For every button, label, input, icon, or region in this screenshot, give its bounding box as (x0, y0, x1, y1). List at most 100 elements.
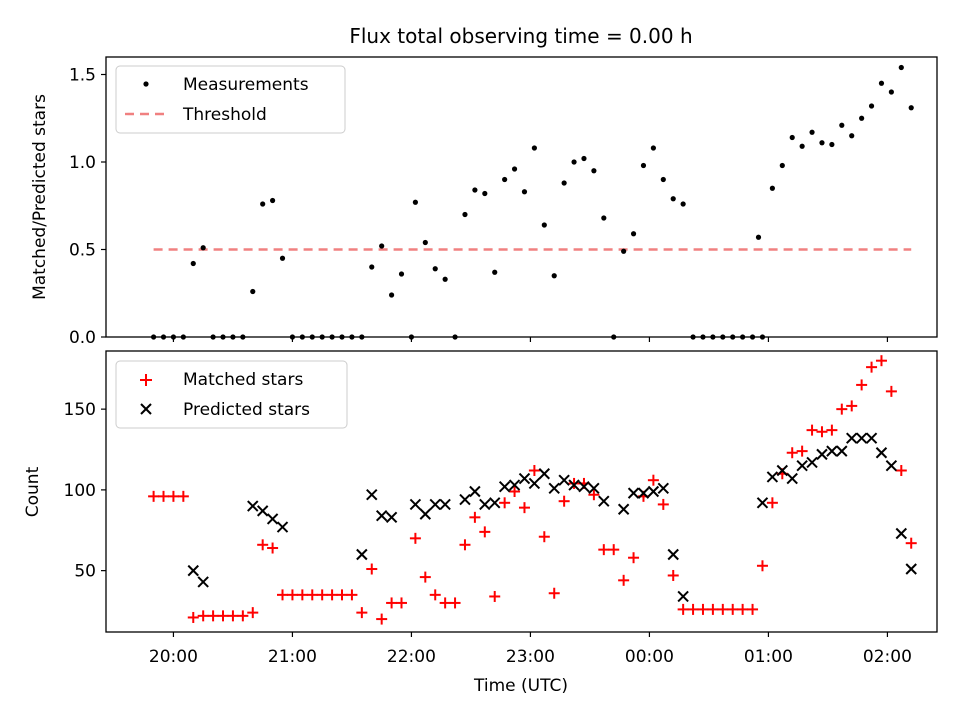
x-tick-label: 00:00 (625, 647, 674, 667)
predicted-star-point (356, 548, 368, 561)
bottom-legend-box (115, 360, 348, 429)
matched-star-point (499, 497, 511, 509)
matched-star-point (336, 589, 348, 601)
predicted-star-point (568, 479, 580, 491)
matched-star-point (326, 589, 338, 601)
measurement-point (670, 196, 676, 202)
predicted-star-point (865, 432, 878, 444)
predicted-star-point (528, 477, 541, 490)
matched-star-point (737, 603, 749, 615)
x-tick-label: 22:00 (387, 647, 436, 667)
predicted-star-point (489, 497, 501, 509)
matched-star-point (885, 385, 897, 397)
x-tick-label: 20:00 (149, 647, 198, 667)
matched-star-point (747, 603, 759, 615)
matched-star-point (217, 610, 229, 622)
matched-star-point (677, 603, 689, 615)
measurement-point (482, 190, 488, 197)
measurement-point (650, 145, 656, 151)
matched-star-point (796, 445, 808, 457)
matched-star-point (548, 587, 560, 599)
chart-title: Flux total observing time = 0.00 h (349, 24, 692, 48)
matched-star-point (558, 495, 570, 507)
matched-star-point (419, 571, 431, 583)
matched-star-point (905, 537, 917, 549)
predicted-star-point (667, 548, 679, 561)
predicted-star-point (479, 498, 491, 511)
measurement-point (190, 260, 196, 267)
predicted-star-point (826, 445, 838, 457)
matched-star-point (316, 589, 328, 601)
bottom-y-ticks: 50 100 150 (64, 400, 106, 582)
matched-star-point (167, 490, 179, 502)
top-y-tick-label: 1.5 (69, 66, 96, 86)
predicted-star-point (409, 498, 422, 511)
measurement-point (531, 145, 537, 151)
matched-star-point (667, 569, 679, 581)
measurement-point (551, 273, 557, 279)
matched-star-point (187, 611, 199, 623)
predicted-star-point (187, 564, 199, 577)
bottom-y-tick-label: 50 (74, 562, 96, 582)
predicted-star-point (578, 480, 590, 493)
predicted-star-point (598, 495, 610, 507)
matched-star-point (509, 486, 521, 497)
measurement-point (660, 176, 666, 183)
measurement-point (412, 199, 418, 205)
predicted-star-point (677, 590, 689, 603)
matched-star-point (707, 603, 719, 615)
matched-star-point (618, 574, 630, 586)
matched-star-point (449, 597, 461, 609)
matched-star-point (588, 489, 600, 501)
predicted-star-point (375, 510, 388, 522)
predicted-star-point (786, 472, 798, 485)
measurement-point (755, 234, 762, 240)
x-tick-label: 21:00 (268, 647, 317, 667)
predicted-star-point (508, 479, 521, 491)
predicted-star-point (627, 487, 640, 499)
predicted-star-point (776, 464, 789, 477)
predicted-star-point (538, 468, 551, 480)
predicted-star-point (796, 459, 808, 472)
matched-star-point (756, 560, 768, 572)
matched-star-point (766, 497, 778, 509)
measurement-point (388, 292, 395, 298)
measurement-point (571, 159, 577, 165)
measurement-point (898, 64, 904, 71)
legend-predicted-label: Predicted stars (183, 400, 310, 420)
legend-threshold-label: Threshold (182, 105, 267, 125)
bottom-y-tick-label: 100 (64, 481, 96, 501)
measurement-point (839, 122, 845, 128)
predicted-star-points (187, 432, 917, 603)
matched-star-point (158, 490, 170, 502)
predicted-star-point (637, 487, 650, 499)
predicted-star-point (756, 497, 769, 509)
bottom-legend: Matched stars Predicted stars (115, 360, 348, 429)
predicted-star-point (816, 448, 828, 461)
matched-star-point (237, 610, 249, 622)
legend-matched-label: Matched stars (183, 370, 303, 390)
matched-star-point (177, 490, 189, 502)
measurement-point (888, 89, 894, 95)
measurement-point (680, 201, 686, 207)
matched-star-point (528, 465, 540, 477)
matched-star-point (697, 603, 709, 615)
measurement-point (878, 80, 885, 86)
measurement-point (829, 141, 835, 148)
predicted-star-point (875, 447, 888, 459)
predicted-star-point (256, 505, 269, 517)
matched-star-point (568, 477, 580, 489)
x-tick-label: 02:00 (863, 647, 912, 667)
matched-star-point (148, 490, 160, 502)
predicted-star-point (855, 432, 868, 444)
matched-star-point (518, 502, 530, 514)
top-y-ticks: 0.0 0.5 1.0 1.5 (69, 66, 106, 348)
measurement-point (809, 129, 815, 135)
measurement-point (908, 105, 914, 111)
predicted-star-point (548, 482, 560, 494)
measurement-point (521, 189, 528, 195)
measurement-point (442, 276, 448, 282)
matched-star-point (856, 379, 868, 391)
predicted-star-point (836, 445, 848, 457)
